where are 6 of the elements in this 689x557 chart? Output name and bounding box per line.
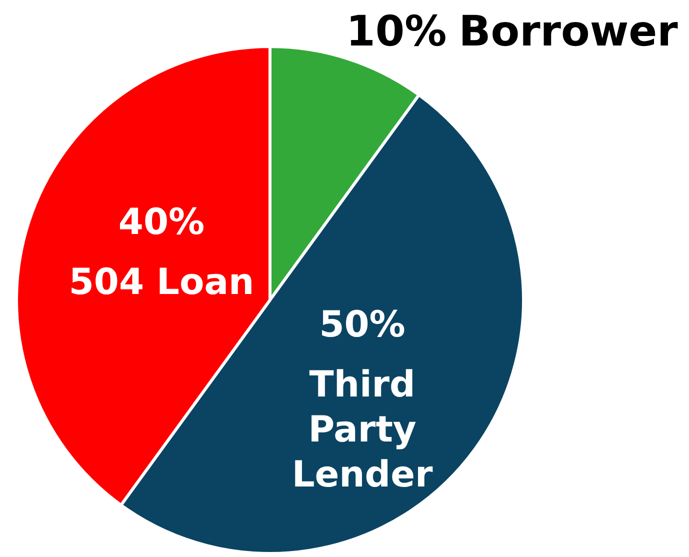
- slice-label: 504 Loan: [68, 262, 254, 304]
- slice-label: Third Party Lender: [292, 364, 433, 496]
- data-label: 50%: [319, 304, 406, 346]
- data-label: 10%: [346, 6, 447, 56]
- slice-label: Borrower: [458, 6, 678, 56]
- data-label: 40%: [118, 202, 205, 244]
